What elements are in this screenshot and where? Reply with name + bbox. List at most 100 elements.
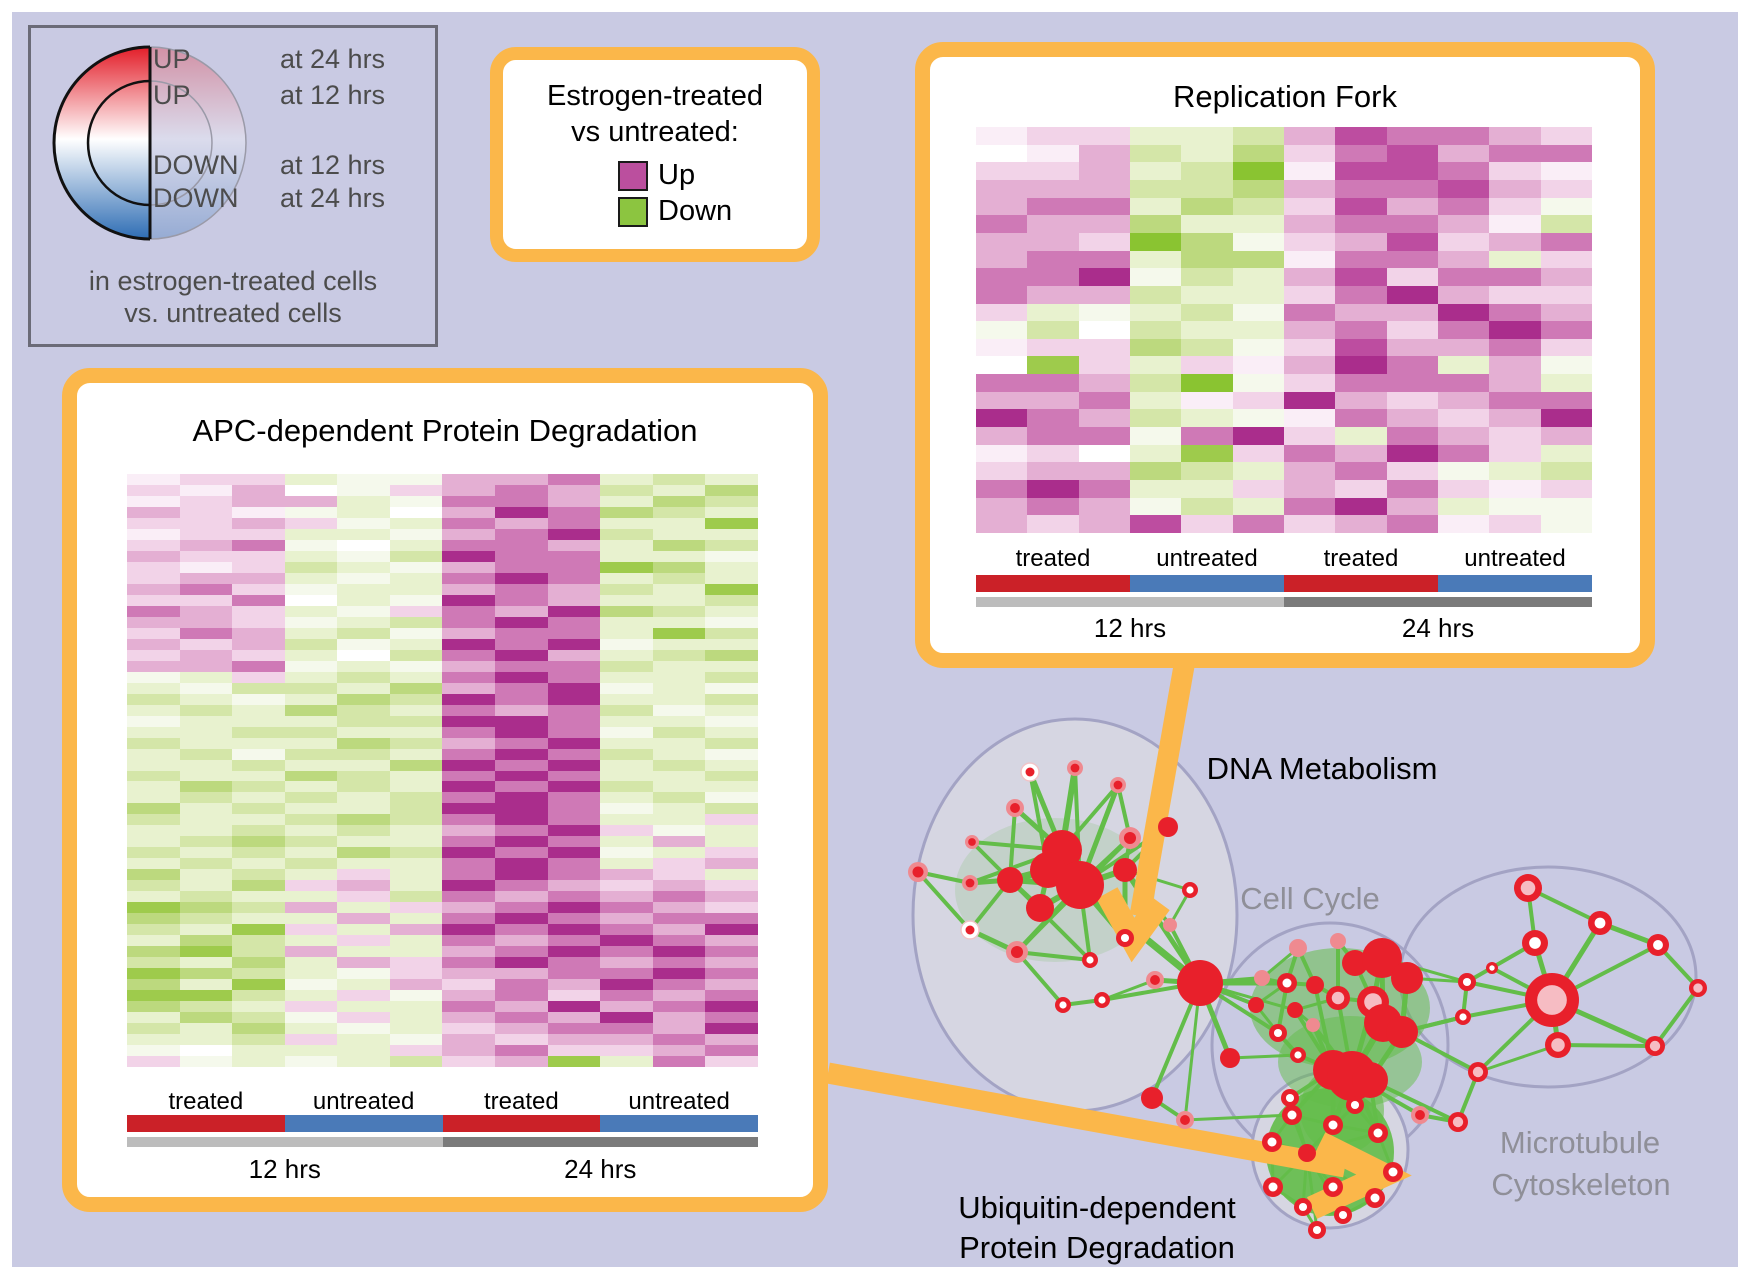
- network-node: [1362, 938, 1402, 978]
- heatmap-cell: [1386, 285, 1438, 304]
- heatmap-cell: [547, 1045, 601, 1057]
- heatmap-cell: [442, 1012, 496, 1024]
- heatmap-cell: [389, 924, 443, 936]
- heatmap-cell: [442, 803, 496, 815]
- heatmap-cell: [705, 715, 758, 727]
- heatmap-cell: [179, 1012, 233, 1024]
- heatmap-cell: [1386, 127, 1438, 145]
- network-node-core: [1070, 763, 1080, 773]
- network-node: [1177, 960, 1223, 1006]
- heatmap-cell: [495, 539, 548, 551]
- heatmap-cell: [1489, 303, 1541, 322]
- network-node-core: [1285, 1093, 1295, 1103]
- heatmap-cell: [1232, 268, 1284, 286]
- heatmap-cell: [600, 1045, 653, 1057]
- heatmap-cell: [442, 1034, 496, 1046]
- heatmap-cell: [442, 891, 496, 903]
- heatmap-cell: [389, 825, 443, 837]
- heatmap-cell: [705, 1034, 758, 1046]
- heatmap-cell: [600, 616, 653, 628]
- apc-title: APC-dependent Protein Degradation: [192, 413, 698, 448]
- heatmap-cell: [284, 649, 338, 661]
- heatmap-cell: [179, 748, 233, 760]
- heatmap-cell: [442, 935, 496, 947]
- rf-bar-24hrs: [1284, 597, 1592, 607]
- heatmap-cell: [547, 770, 601, 782]
- heatmap-cell: [284, 825, 338, 837]
- heatmap-cell: [1489, 321, 1541, 339]
- heatmap-cell: [389, 814, 443, 826]
- heatmap-cell: [389, 858, 443, 870]
- heatmap-cell: [179, 484, 233, 496]
- heatmap-cell: [600, 572, 653, 584]
- heatmap-cell: [442, 528, 496, 540]
- heatmap-cell: [389, 946, 443, 958]
- heatmap-cell: [284, 968, 338, 980]
- heatmap-cell: [232, 946, 285, 958]
- heatmap-cell: [127, 781, 180, 793]
- heatmap-cell: [705, 902, 758, 914]
- heatmap-cell: [442, 517, 496, 529]
- heatmap-cell: [179, 726, 233, 738]
- heatmap-cell: [1027, 215, 1079, 233]
- heatmap-cell: [547, 1023, 601, 1035]
- heatmap-cell: [1386, 462, 1438, 481]
- heatmap-cell: [705, 506, 758, 518]
- heatmap-cell: [284, 484, 338, 496]
- heatmap-cell: [1283, 321, 1336, 339]
- heatmap-cell: [284, 957, 338, 969]
- heatmap-cell: [284, 682, 338, 694]
- heatmap-cell: [1489, 374, 1541, 392]
- heatmap-cell: [495, 649, 548, 661]
- heatmap-cell: [1489, 444, 1541, 463]
- heatmap-cell: [337, 979, 390, 991]
- heatmap-cell: [337, 869, 390, 881]
- heatmap-cell: [1078, 321, 1130, 339]
- heatmap-cell: [495, 836, 548, 848]
- heatmap-cell: [337, 605, 390, 617]
- heatmap-cell: [232, 957, 285, 969]
- heatmap-cell: [1129, 162, 1182, 180]
- heatmap-cell: [600, 682, 653, 694]
- heatmap-cell: [389, 627, 443, 639]
- heatmap-cell: [1283, 197, 1336, 216]
- heatmap-cell: [600, 1001, 653, 1013]
- heatmap-cell: [1078, 444, 1130, 463]
- heatmap-cell: [976, 197, 1028, 216]
- heatmap-cell: [1181, 197, 1233, 216]
- heatmap-cell: [652, 682, 706, 694]
- heatmap-cell: [1540, 162, 1592, 180]
- network-node: [1254, 970, 1270, 986]
- heatmap-cell: [127, 1023, 180, 1035]
- heatmap-cell: [652, 902, 706, 914]
- heatmap-cell: [547, 693, 601, 705]
- heatmap-cell: [705, 748, 758, 760]
- heatmap-cell: [389, 913, 443, 925]
- heatmap-cell: [284, 1023, 338, 1035]
- heatmap-cell: [495, 583, 548, 595]
- heatmap-cell: [705, 627, 758, 639]
- heatmap-cell: [547, 946, 601, 958]
- heatmap-cell: [284, 638, 338, 650]
- heatmap-cell: [1335, 444, 1387, 463]
- heatmap-cell: [1078, 250, 1130, 269]
- heatmap-cell: [495, 935, 548, 947]
- heatmap-cell: [1129, 268, 1182, 286]
- down-label: Down: [658, 195, 733, 227]
- heatmap-cell: [1283, 497, 1336, 516]
- network-edge: [1015, 950, 1065, 1007]
- heatmap-cell: [337, 1001, 390, 1013]
- heatmap-cell: [442, 605, 496, 617]
- heatmap-cell: [127, 726, 180, 738]
- heatmap-cell: [389, 880, 443, 892]
- heatmap-cell: [705, 649, 758, 661]
- heatmap-cell: [1129, 338, 1182, 357]
- heatmap-cell: [600, 836, 653, 848]
- heatmap-cell: [1386, 268, 1438, 286]
- heatmap-cell: [1078, 215, 1130, 233]
- heatmap-cell: [337, 825, 390, 837]
- heatmap-cell: [705, 517, 758, 529]
- heatmap-cell: [652, 781, 706, 793]
- heatmap-cell: [547, 506, 601, 518]
- heatmap-cell: [127, 484, 180, 496]
